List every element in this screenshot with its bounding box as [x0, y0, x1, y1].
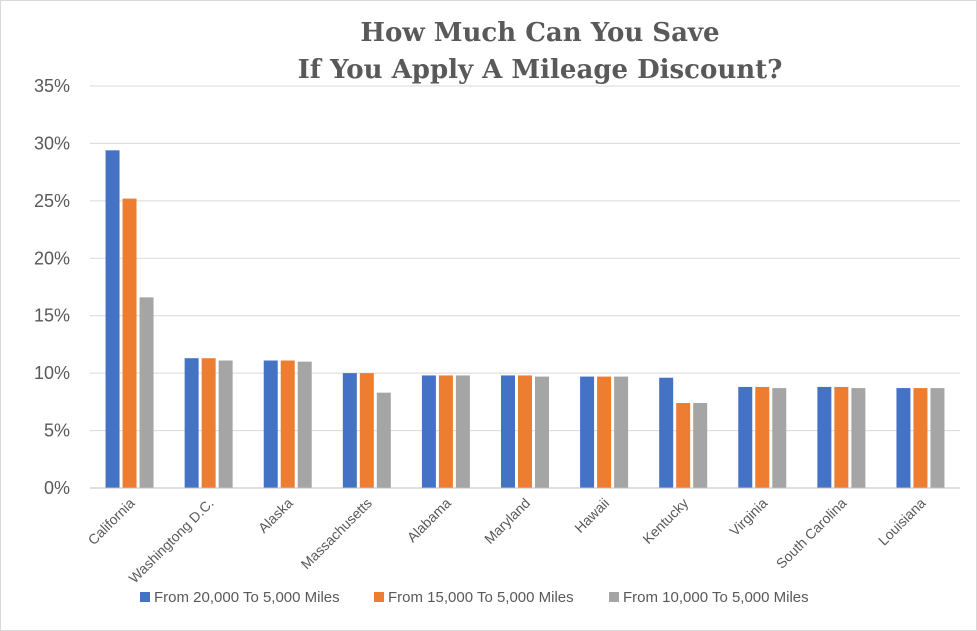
y-axis-tick-labels: 0% 5% 10% 15% 20% 25% 30% 35%	[34, 76, 70, 498]
legend-label: From 15,000 To 5,000 Miles	[388, 589, 574, 606]
chart-title: How Much Can You Save If You Apply A Mil…	[298, 18, 783, 85]
bar	[772, 388, 787, 488]
bar	[851, 388, 866, 488]
series-2	[122, 198, 928, 488]
y-tick-label: 30%	[34, 133, 70, 153]
bar	[263, 360, 278, 488]
x-tick-label: Alaska	[255, 495, 296, 536]
bar	[659, 377, 674, 488]
bar	[359, 373, 374, 488]
bar	[535, 376, 549, 488]
bar	[280, 360, 295, 488]
legend-swatch	[140, 592, 150, 602]
x-tick-label: Kentucky	[639, 495, 691, 547]
bar	[817, 386, 832, 488]
bar	[342, 373, 357, 488]
legend-item: From 15,000 To 5,000 Miles	[374, 589, 574, 606]
bar	[139, 297, 154, 488]
chart-title-line-2: If You Apply A Mileage Discount?	[298, 55, 783, 85]
x-tick-label: Hawaii	[571, 495, 612, 536]
bar	[218, 360, 233, 488]
bar	[376, 392, 391, 488]
bar	[738, 386, 753, 488]
bar	[597, 376, 612, 488]
bar	[438, 375, 453, 488]
x-tick-label: Washingtong D.C.	[125, 495, 216, 586]
x-tick-label: South Carolina	[773, 495, 850, 572]
legend-label: From 20,000 To 5,000 Miles	[154, 589, 340, 606]
bar	[501, 375, 515, 488]
legend-label: From 10,000 To 5,000 Miles	[623, 589, 809, 606]
bar	[122, 198, 137, 488]
legend-swatch	[374, 592, 384, 602]
series-1	[105, 150, 911, 488]
x-tick-label: California	[85, 495, 138, 548]
x-tick-label: Virginia	[726, 495, 770, 539]
y-tick-label: 10%	[34, 363, 70, 383]
x-tick-label: Massachusetts	[298, 495, 375, 572]
bar	[676, 403, 691, 488]
bar	[518, 375, 532, 488]
series-3	[139, 297, 945, 488]
chart-title-line-1: How Much Can You Save	[360, 18, 719, 48]
legend-swatch	[609, 592, 619, 602]
y-tick-label: 35%	[34, 76, 70, 96]
y-tick-label: 25%	[34, 191, 70, 211]
gridlines	[90, 85, 960, 432]
bar	[693, 403, 708, 488]
y-tick-label: 20%	[34, 248, 70, 268]
bar	[421, 375, 436, 488]
bar	[580, 376, 595, 488]
bar	[896, 388, 911, 488]
legend: From 20,000 To 5,000 Miles From 15,000 To…	[140, 589, 809, 606]
legend-item: From 10,000 To 5,000 Miles	[609, 589, 809, 606]
bar	[455, 375, 470, 488]
bar	[297, 361, 312, 488]
bar	[930, 388, 945, 488]
x-tick-label: Alabama	[404, 495, 455, 546]
bar	[755, 386, 770, 488]
bar	[105, 150, 120, 488]
bar	[913, 388, 928, 488]
x-tick-label: Louisiana	[875, 495, 929, 549]
bar	[201, 358, 216, 488]
bar-series	[105, 150, 945, 488]
bar	[184, 358, 199, 488]
bar	[834, 386, 849, 488]
x-tick-label: Maryland	[481, 495, 533, 547]
y-tick-label: 15%	[34, 306, 70, 326]
bar	[614, 376, 629, 488]
legend-item: From 20,000 To 5,000 Miles	[140, 589, 340, 606]
y-tick-label: 5%	[44, 421, 70, 441]
y-tick-label: 0%	[44, 478, 70, 498]
